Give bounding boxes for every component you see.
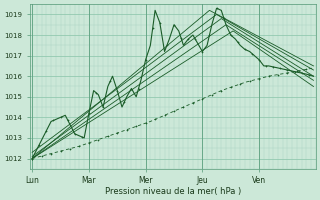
X-axis label: Pression niveau de la mer( hPa ): Pression niveau de la mer( hPa ) (105, 187, 241, 196)
